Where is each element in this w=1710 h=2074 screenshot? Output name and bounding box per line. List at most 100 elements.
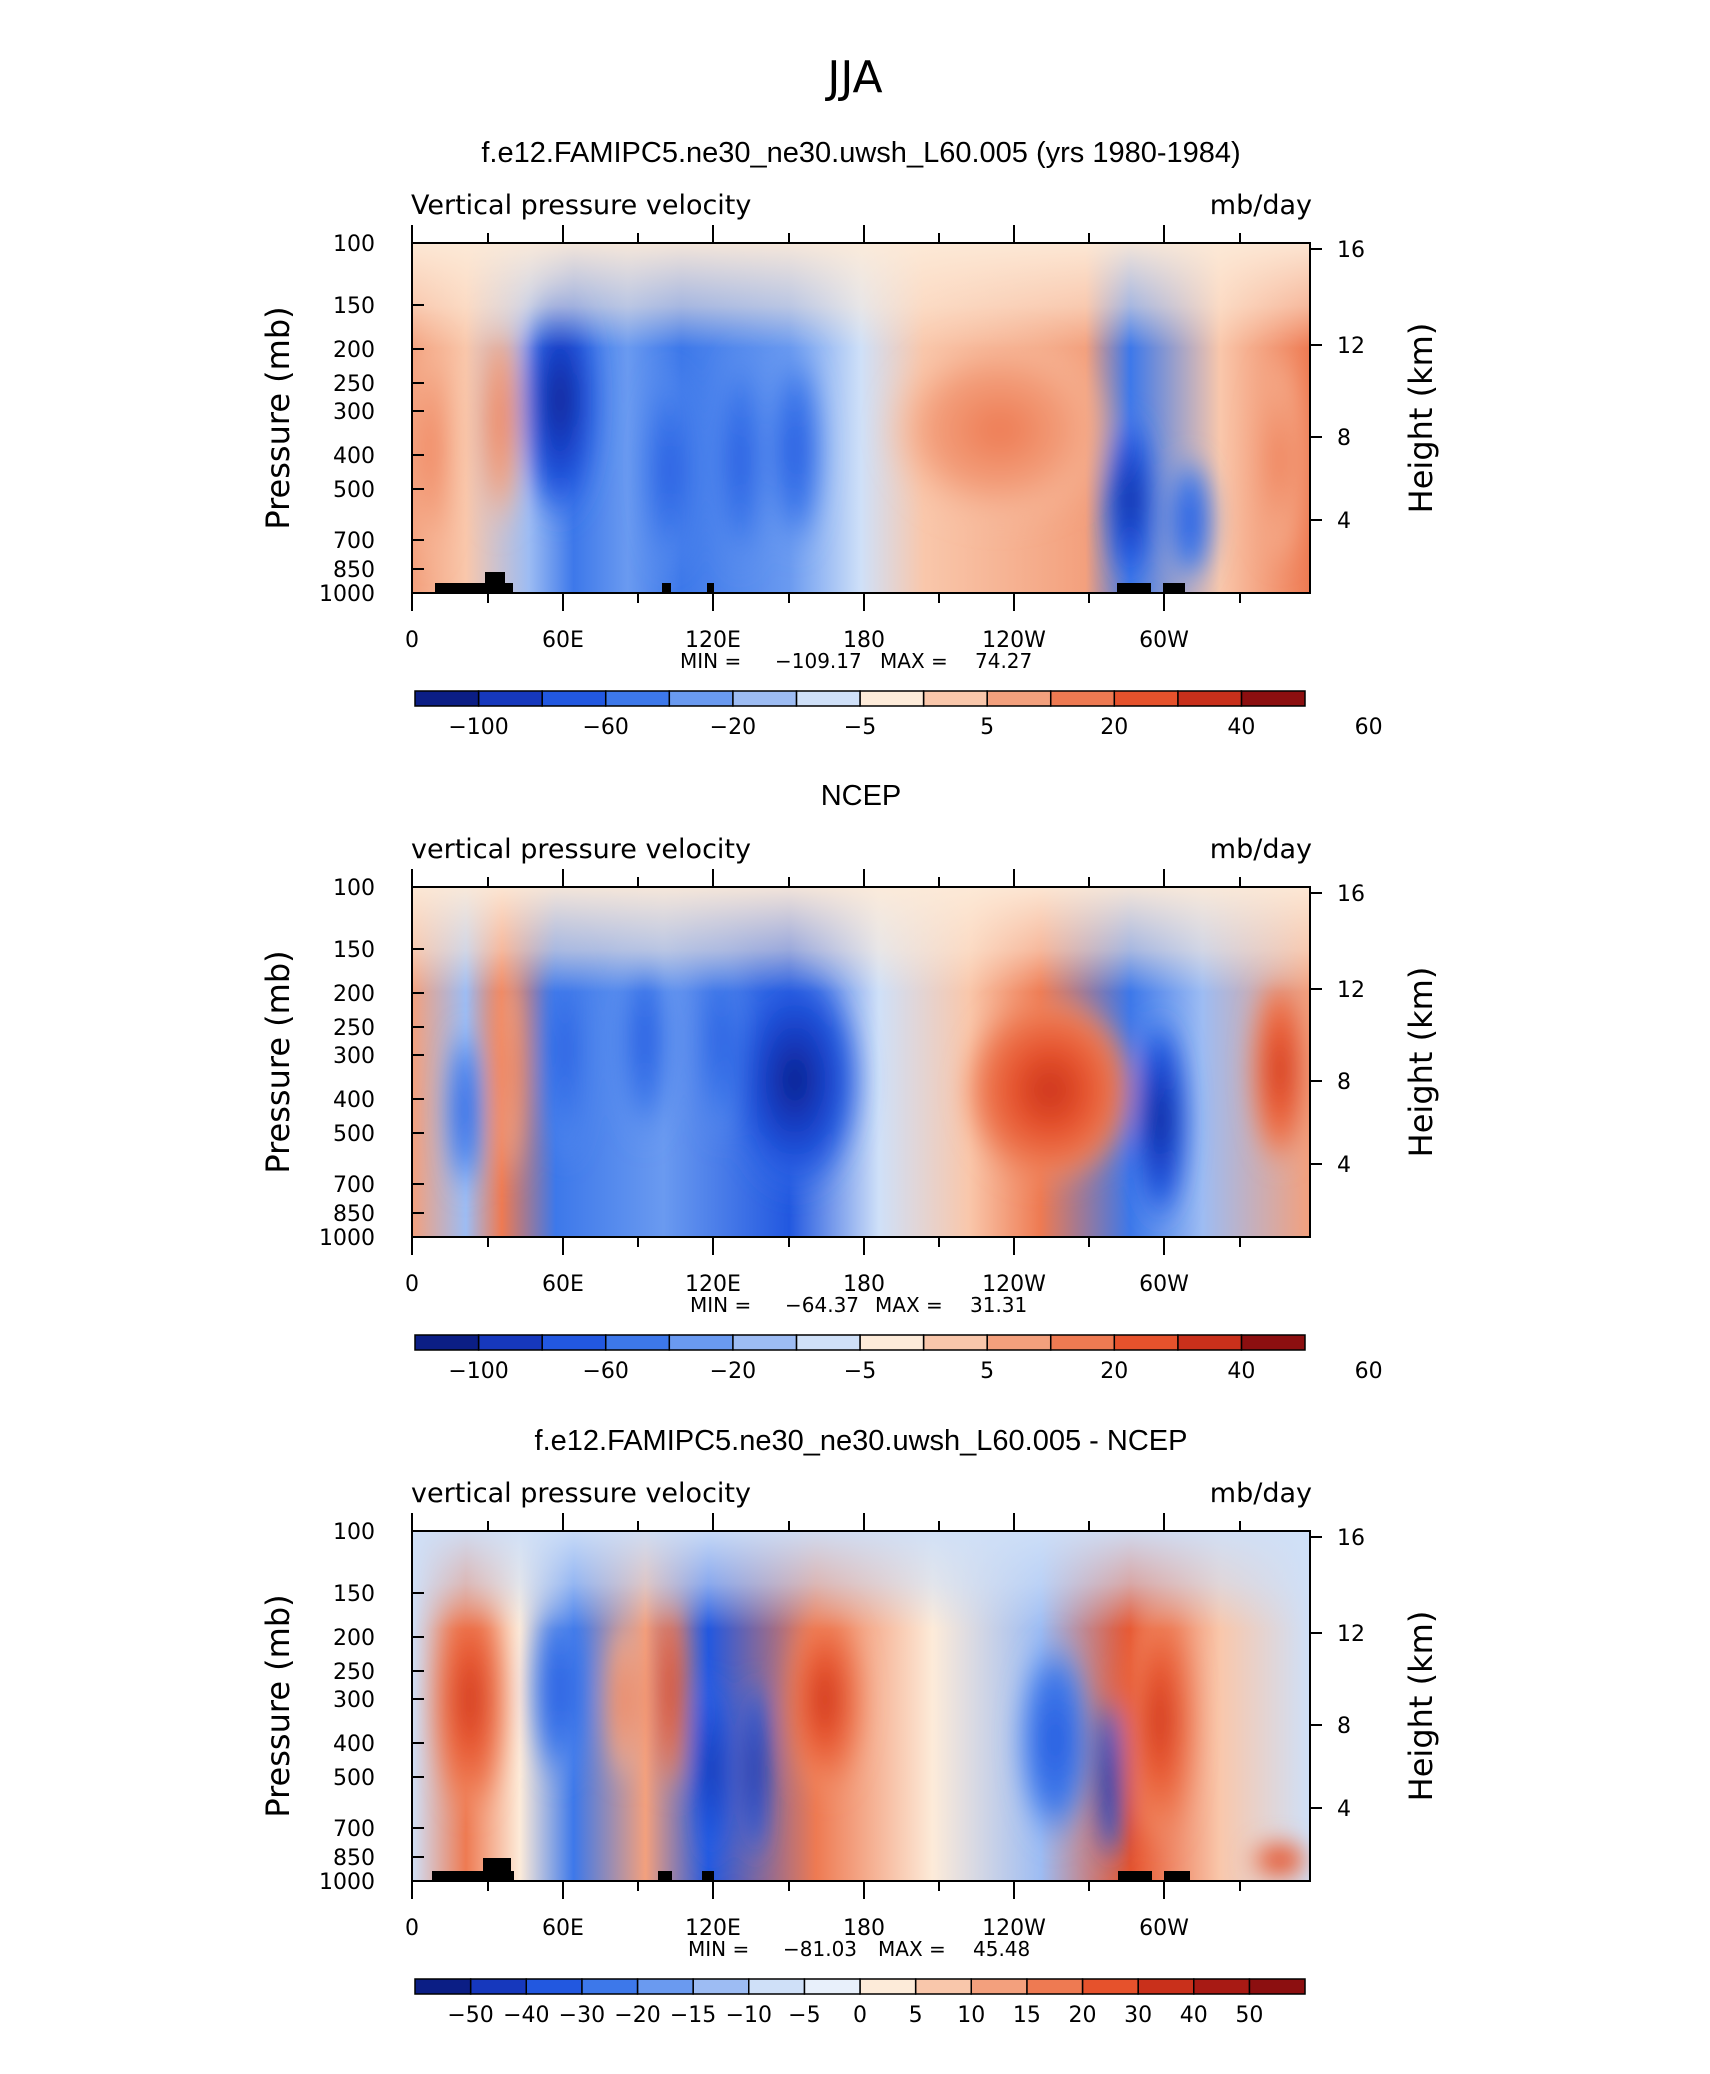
panel-3-ytick: 500 [333, 1766, 375, 1791]
panel-2-colorbar: −100 −60 −20 −5 5 20 40 60 [414, 1334, 1383, 1384]
colorbar-swatch [795, 1334, 861, 1351]
panel-1-min-label: MIN = [680, 649, 741, 673]
panel-3-ytick: 200 [333, 1626, 375, 1651]
panel-2-ytick: 300 [333, 1044, 375, 1069]
colorbar-swatch [922, 1334, 988, 1351]
colorbar-label: −5 [788, 2003, 820, 2028]
panel-2-xtick: 120W [982, 1272, 1046, 1297]
panel-1-units-label: mb/day [1210, 190, 1312, 221]
panel-2-ytick: 100 [333, 876, 375, 901]
panel-3-variable-label: vertical pressure velocity [411, 1478, 751, 1509]
panel-2-ytick: 1000 [319, 1226, 375, 1251]
colorbar-swatch [1177, 690, 1243, 707]
panel-2-xtick: 60W [1139, 1272, 1189, 1297]
panel-3-ytick-right: 16 [1337, 1526, 1365, 1551]
panel-1-min-value: −109.17 [775, 649, 862, 673]
panel-2-title: NCEP [821, 780, 902, 812]
colorbar-swatch [692, 1978, 750, 1995]
panel-1-xtick: 120E [685, 628, 741, 653]
panel-1-xtick: 120W [982, 628, 1046, 653]
colorbar-label: 15 [1013, 2003, 1041, 2028]
panel-3-ytick-right: 12 [1337, 1622, 1365, 1647]
colorbar-label: 5 [980, 1359, 994, 1384]
colorbar-swatch [803, 1978, 861, 1995]
colorbar-label: −10 [726, 2003, 772, 2028]
colorbar-swatch [922, 690, 988, 707]
panel-1: f.e12.FAMIPC5.ne30_ne30.uwsh_L60.005 (yr… [259, 137, 1440, 740]
panel-3-ytick: 400 [333, 1732, 375, 1757]
colorbar-label: 0 [853, 2003, 867, 2028]
colorbar-swatch [1026, 1978, 1084, 1995]
panel-3-xtick: 120W [982, 1916, 1046, 1941]
colorbar-label: −100 [448, 1359, 508, 1384]
panel-3-max-value: 45.48 [973, 1937, 1030, 1961]
colorbar-swatch [581, 1978, 639, 1995]
panel-1-ylabel-right: Height (km) [1402, 323, 1440, 514]
colorbar-swatch [1081, 1978, 1139, 1995]
panel-2-ytick: 400 [333, 1088, 375, 1113]
colorbar-label: 40 [1227, 715, 1255, 740]
panel-1-xtick: 180 [843, 628, 885, 653]
panel-3-ytick: 250 [333, 1660, 375, 1685]
colorbar-label: 5 [909, 2003, 923, 2028]
colorbar-label: 5 [980, 715, 994, 740]
panel-1-ytick-right: 12 [1337, 334, 1365, 359]
colorbar-label: −5 [844, 715, 876, 740]
panel-2-ytick-right: 16 [1337, 882, 1365, 907]
colorbar-swatch [970, 1978, 1028, 1995]
panel-3-xtick: 180 [843, 1916, 885, 1941]
panel-1-ytick-right: 8 [1337, 426, 1351, 451]
panel-2-ytick: 500 [333, 1122, 375, 1147]
panel-1-ytick: 250 [333, 372, 375, 397]
colorbar-swatch [477, 690, 543, 707]
panel-1-xtick: 60E [542, 628, 584, 653]
colorbar-label: 20 [1100, 715, 1128, 740]
panel-2-ytick-right: 8 [1337, 1070, 1351, 1095]
panel-3-plot-area [412, 1531, 1310, 1881]
panel-2-xtick: 60E [542, 1272, 584, 1297]
panel-2-max-label: MAX = [875, 1293, 943, 1317]
colorbar-label: −5 [844, 1359, 876, 1384]
panel-2-units-label: mb/day [1210, 834, 1312, 865]
colorbar-label: 60 [1355, 715, 1383, 740]
colorbar-swatch [732, 1334, 798, 1351]
panel-2-ytick-right: 4 [1337, 1153, 1351, 1178]
panel-1-ytick: 200 [333, 338, 375, 363]
panel-1-title: f.e12.FAMIPC5.ne30_ne30.uwsh_L60.005 (yr… [481, 137, 1240, 169]
panel-3-ytick: 700 [333, 1817, 375, 1842]
colorbar-label: −60 [582, 715, 628, 740]
panel-2-ytick-right: 12 [1337, 978, 1365, 1003]
colorbar-swatch [732, 690, 798, 707]
panel-3: f.e12.FAMIPC5.ne30_ne30.uwsh_L60.005 - N… [259, 1425, 1440, 2028]
colorbar-label: 10 [957, 2003, 985, 2028]
colorbar-swatch [1049, 690, 1116, 707]
panel-1-ytick: 100 [333, 232, 375, 257]
panel-2-max-value: 31.31 [970, 1293, 1027, 1317]
panel-1-ytick: 850 [333, 558, 375, 583]
colorbar-label: 40 [1180, 2003, 1208, 2028]
panel-2-min-value: −64.37 [785, 1293, 859, 1317]
colorbar-label: −20 [614, 2003, 660, 2028]
colorbar-label: −20 [710, 1359, 756, 1384]
panel-1-max-label: MAX = [880, 649, 948, 673]
panel-3-colorbar: −50 −40 −30 −20 −15 −10 −5 0 5 10 15 20 30 40 50 [414, 1978, 1306, 2028]
colorbar-label: 60 [1355, 1359, 1383, 1384]
panel-1-xtick: 0 [405, 628, 419, 653]
panel-1-ytick-right: 16 [1337, 238, 1365, 263]
colorbar-swatch [859, 1334, 925, 1351]
colorbar-label: −20 [710, 715, 756, 740]
panel-2-min-label: MIN = [690, 1293, 751, 1317]
panel-2-ylabel-right: Height (km) [1402, 967, 1440, 1158]
panel-3-ytick-right: 4 [1337, 1797, 1351, 1822]
panel-2: NCEP vertical pressure velocity mb/day [259, 780, 1440, 1384]
panel-3-max-label: MAX = [878, 1937, 946, 1961]
colorbar-swatch [604, 690, 671, 707]
panel-2-ylabel: Pressure (mb) [259, 950, 297, 1173]
panel-2-ytick: 200 [333, 982, 375, 1007]
panel-2-ytick: 700 [333, 1173, 375, 1198]
panel-3-ytick: 100 [333, 1520, 375, 1545]
panel-3-ytick: 1000 [319, 1870, 375, 1895]
colorbar-swatch [469, 1978, 528, 1995]
colorbar-swatch [914, 1978, 973, 1995]
colorbar-swatch [668, 1334, 734, 1351]
